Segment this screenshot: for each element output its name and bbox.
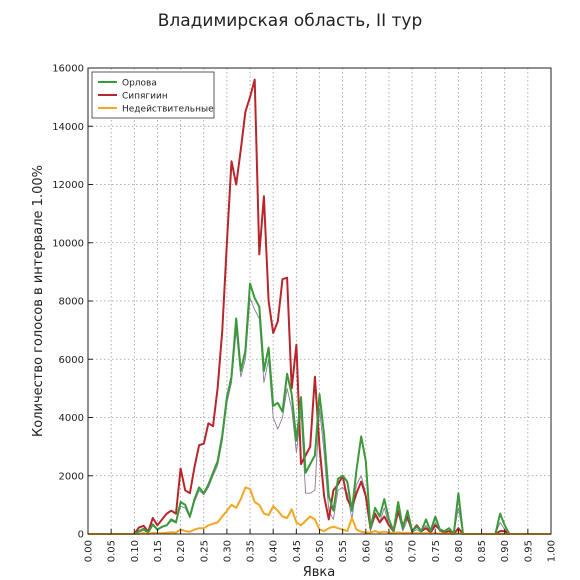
legend-label-orlova: Орлова xyxy=(122,79,157,89)
x-tick-label: 0.85 xyxy=(477,540,488,562)
x-tick-label: 0.40 xyxy=(269,540,280,562)
x-tick-label: 0.00 xyxy=(84,540,95,562)
y-axis-label: Количество голосов в интервале 1.00% xyxy=(31,165,46,437)
grid xyxy=(88,68,551,534)
x-tick-label: 0.70 xyxy=(408,540,419,562)
x-tick-label: 0.75 xyxy=(431,540,442,562)
x-axis-label: Явка xyxy=(303,565,336,580)
series-line-invalid xyxy=(88,486,551,535)
axis-ticks: 0.00 0.05 0.10 0.15 0.20 0.25 0.30 0.35 0.40 0.45… xyxy=(52,64,557,563)
y-tick-label: 8000 xyxy=(59,297,84,308)
y-tick-label: 12000 xyxy=(52,180,84,191)
series-line-orlova xyxy=(88,282,551,535)
x-tick-label: 0.20 xyxy=(176,540,187,562)
y-tick-label: 2000 xyxy=(59,471,84,482)
y-tick-label: 6000 xyxy=(59,355,84,366)
x-tick-label: 0.55 xyxy=(338,540,349,562)
series-line-sipyagin xyxy=(88,78,551,535)
y-tick-label: 10000 xyxy=(52,238,84,249)
legend-label-sipyagin: Сипягиин xyxy=(122,92,168,102)
x-tick-label: 0.65 xyxy=(384,540,395,562)
x-tick-label: 0.05 xyxy=(107,540,118,562)
x-tick-label: 0.30 xyxy=(222,540,233,562)
plot-series xyxy=(88,78,551,535)
y-tick-label: 0 xyxy=(78,530,84,541)
x-tick-label: 0.80 xyxy=(454,540,465,562)
x-tick-label: 0.50 xyxy=(315,540,326,562)
x-tick-label: 0.35 xyxy=(246,540,257,562)
legend-label-invalid: Недействительные xyxy=(122,105,214,115)
y-tick-label: 4000 xyxy=(59,413,84,424)
x-tick-label: 0.95 xyxy=(523,540,534,562)
x-tick-label: 0.10 xyxy=(130,540,141,562)
x-tick-label: 0.60 xyxy=(361,540,372,562)
legend: Орлова Сипягиин Недействительные xyxy=(91,71,215,119)
x-tick-label: 0.25 xyxy=(199,540,210,562)
x-tick-label: 0.90 xyxy=(500,540,511,562)
x-tick-label: 1.00 xyxy=(547,540,558,562)
chart-title: Владимирская область, II тур xyxy=(158,11,423,31)
x-tick-label: 0.15 xyxy=(153,540,164,562)
x-tick-label: 0.45 xyxy=(292,540,303,562)
y-tick-label: 16000 xyxy=(52,64,84,75)
y-tick-label: 14000 xyxy=(52,122,84,133)
